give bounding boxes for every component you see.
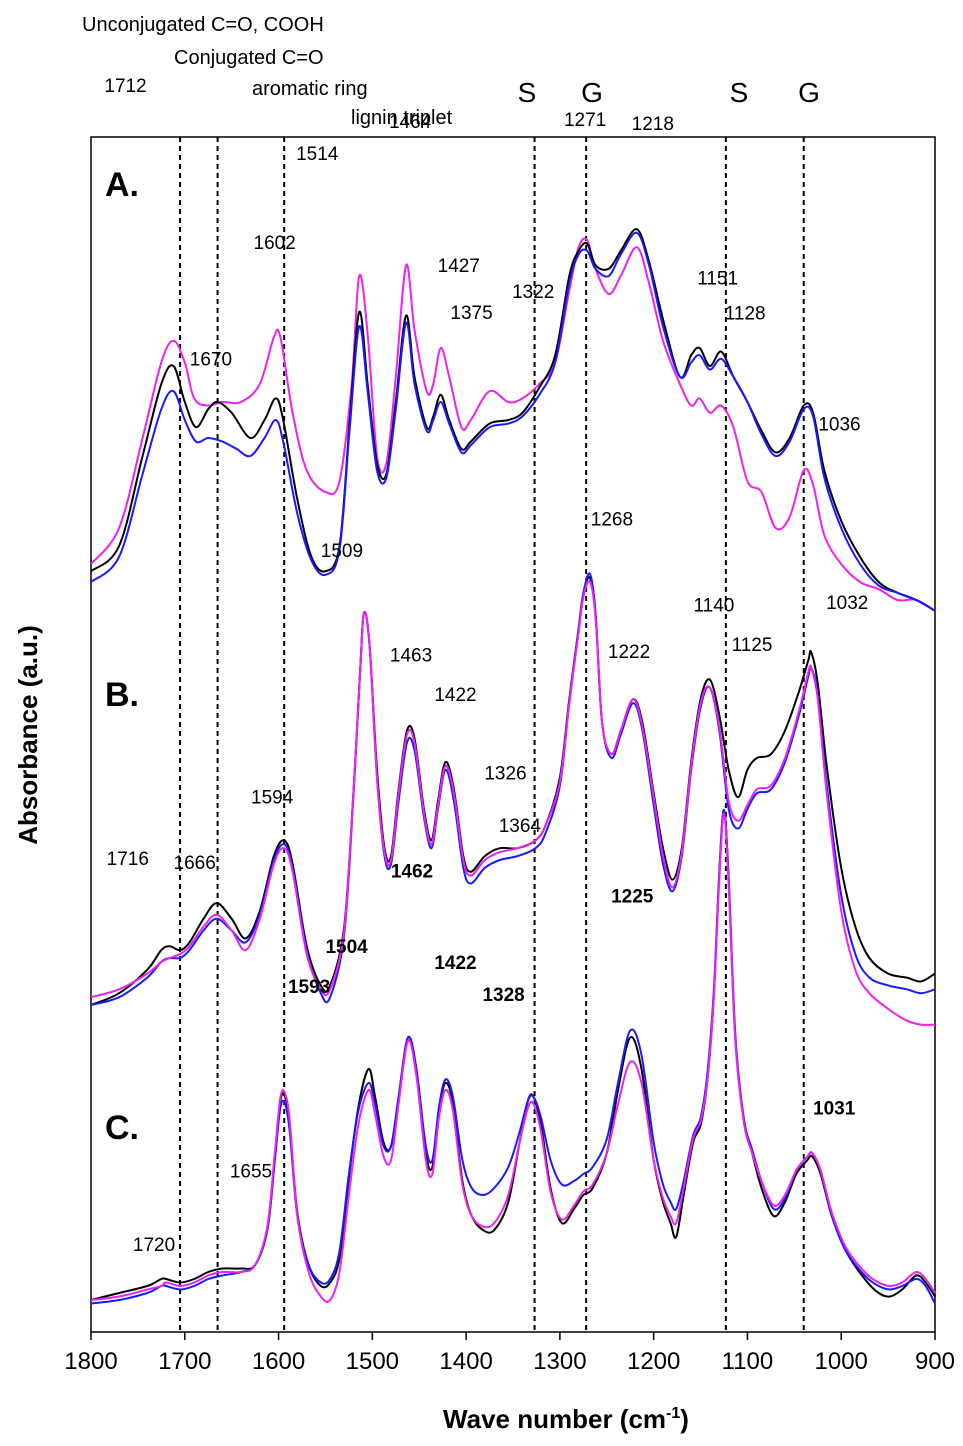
peak-label-b-1326: 1326 (484, 763, 526, 784)
x-tick-label-1700: 1700 (158, 1348, 211, 1375)
peak-label-b-1463: 1463 (390, 646, 432, 667)
peak-label-c-1328: 1328 (482, 985, 524, 1006)
spectrum-b-blue (90, 572, 936, 1006)
spectra-curves (90, 228, 936, 1305)
peak-label-a-1427: 1427 (438, 256, 480, 277)
peak-label-b-1509: 1509 (321, 541, 363, 562)
x-tick-label-1000: 1000 (815, 1348, 868, 1375)
x-axis-title: Wave number (cm-1) (443, 1404, 689, 1434)
panel-label-a: A. (105, 166, 139, 204)
spectrum-c-magenta (90, 812, 936, 1303)
peak-label-c-1720: 1720 (133, 1235, 175, 1256)
peak-label-a-1128: 1128 (725, 304, 766, 325)
peak-annotations: 1712 1670 1602 1514 1464 1427 1375 1322 1271 1218… (104, 76, 868, 1256)
band-label-s1: S (518, 77, 537, 108)
spectrum-a-blue (90, 231, 936, 612)
peak-label-b-1032: 1032 (826, 593, 868, 614)
x-axis-title-main: Wave number (cm (443, 1404, 666, 1434)
peak-label-b-1222: 1222 (608, 642, 650, 663)
peak-label-a-1271: 1271 (564, 110, 606, 131)
x-tick-label-1500: 1500 (346, 1348, 399, 1375)
peak-label-b-1666: 1666 (174, 853, 216, 874)
x-tick-label-1800: 1800 (64, 1348, 117, 1375)
reference-lines (179, 137, 805, 1332)
peak-label-c-1225: 1225 (611, 887, 654, 908)
region-label-lignin-triplet: lignin triplet (351, 107, 453, 129)
x-axis-title-end: ) (680, 1404, 689, 1434)
x-tick-label-1100: 1100 (722, 1348, 774, 1375)
peak-label-a-1712: 1712 (104, 76, 146, 97)
panel-label-c: C. (105, 1109, 139, 1147)
band-label-g1: G (581, 77, 603, 108)
peak-label-a-1375: 1375 (450, 303, 492, 324)
peak-label-b-1140: 1140 (694, 596, 735, 617)
peak-label-b-1268: 1268 (591, 510, 633, 531)
region-label-unconjugated: Unconjugated C=O, COOH (82, 14, 324, 36)
peak-label-a-1036: 1036 (818, 414, 860, 435)
region-label-conjugated: Conjugated C=O (174, 47, 324, 69)
spectrum-a-black (90, 228, 936, 612)
peak-label-b-1716: 1716 (107, 849, 149, 870)
spectrum-b-magenta (90, 580, 936, 1026)
spectrum-a-magenta (90, 237, 936, 612)
peak-label-b-1594: 1594 (251, 787, 294, 808)
peak-label-c-1655: 1655 (230, 1162, 272, 1183)
peak-label-a-1464: 1464 (389, 112, 432, 133)
peak-label-a-1670: 1670 (190, 350, 232, 371)
region-label-aromatic: aromatic ring (252, 78, 368, 100)
peak-label-a-1151: 1151 (697, 268, 738, 289)
peak-label-c-1462: 1462 (391, 862, 433, 883)
peak-label-c-1125: 1125 (732, 635, 773, 656)
x-tick-label-1600: 1600 (252, 1348, 305, 1375)
peak-label-c-1593: 1593 (288, 977, 330, 998)
band-label-g2: G (798, 77, 820, 108)
peak-label-b-1364: 1364 (499, 816, 542, 837)
peak-label-a-1514: 1514 (296, 144, 339, 165)
x-tick-label-900: 900 (915, 1348, 955, 1375)
peak-label-c-1422: 1422 (434, 953, 476, 974)
peak-label-a-1218: 1218 (632, 114, 674, 135)
y-axis-title: Absorbance (a.u.) (13, 625, 43, 845)
panel-label-b: B. (105, 676, 139, 714)
peak-label-b-1422: 1422 (434, 685, 476, 706)
peak-label-a-1602: 1602 (254, 233, 296, 254)
x-tick-label-1300: 1300 (533, 1348, 586, 1375)
x-tick-label-1400: 1400 (439, 1348, 492, 1375)
spectrum-c-blue (90, 808, 936, 1305)
plot-frame (90, 136, 936, 1333)
x-axis-title-superscript: -1 (666, 1405, 680, 1422)
peak-label-a-1322: 1322 (512, 282, 554, 303)
peak-label-c-1504: 1504 (325, 937, 368, 958)
x-tick-label-1200: 1200 (627, 1348, 680, 1375)
band-label-s2: S (730, 77, 749, 108)
peak-label-c-1031: 1031 (813, 1099, 856, 1120)
x-axis-ticks: 1800 1700 1600 1500 1400 1300 1200 1100 1000 900 (64, 1332, 955, 1375)
